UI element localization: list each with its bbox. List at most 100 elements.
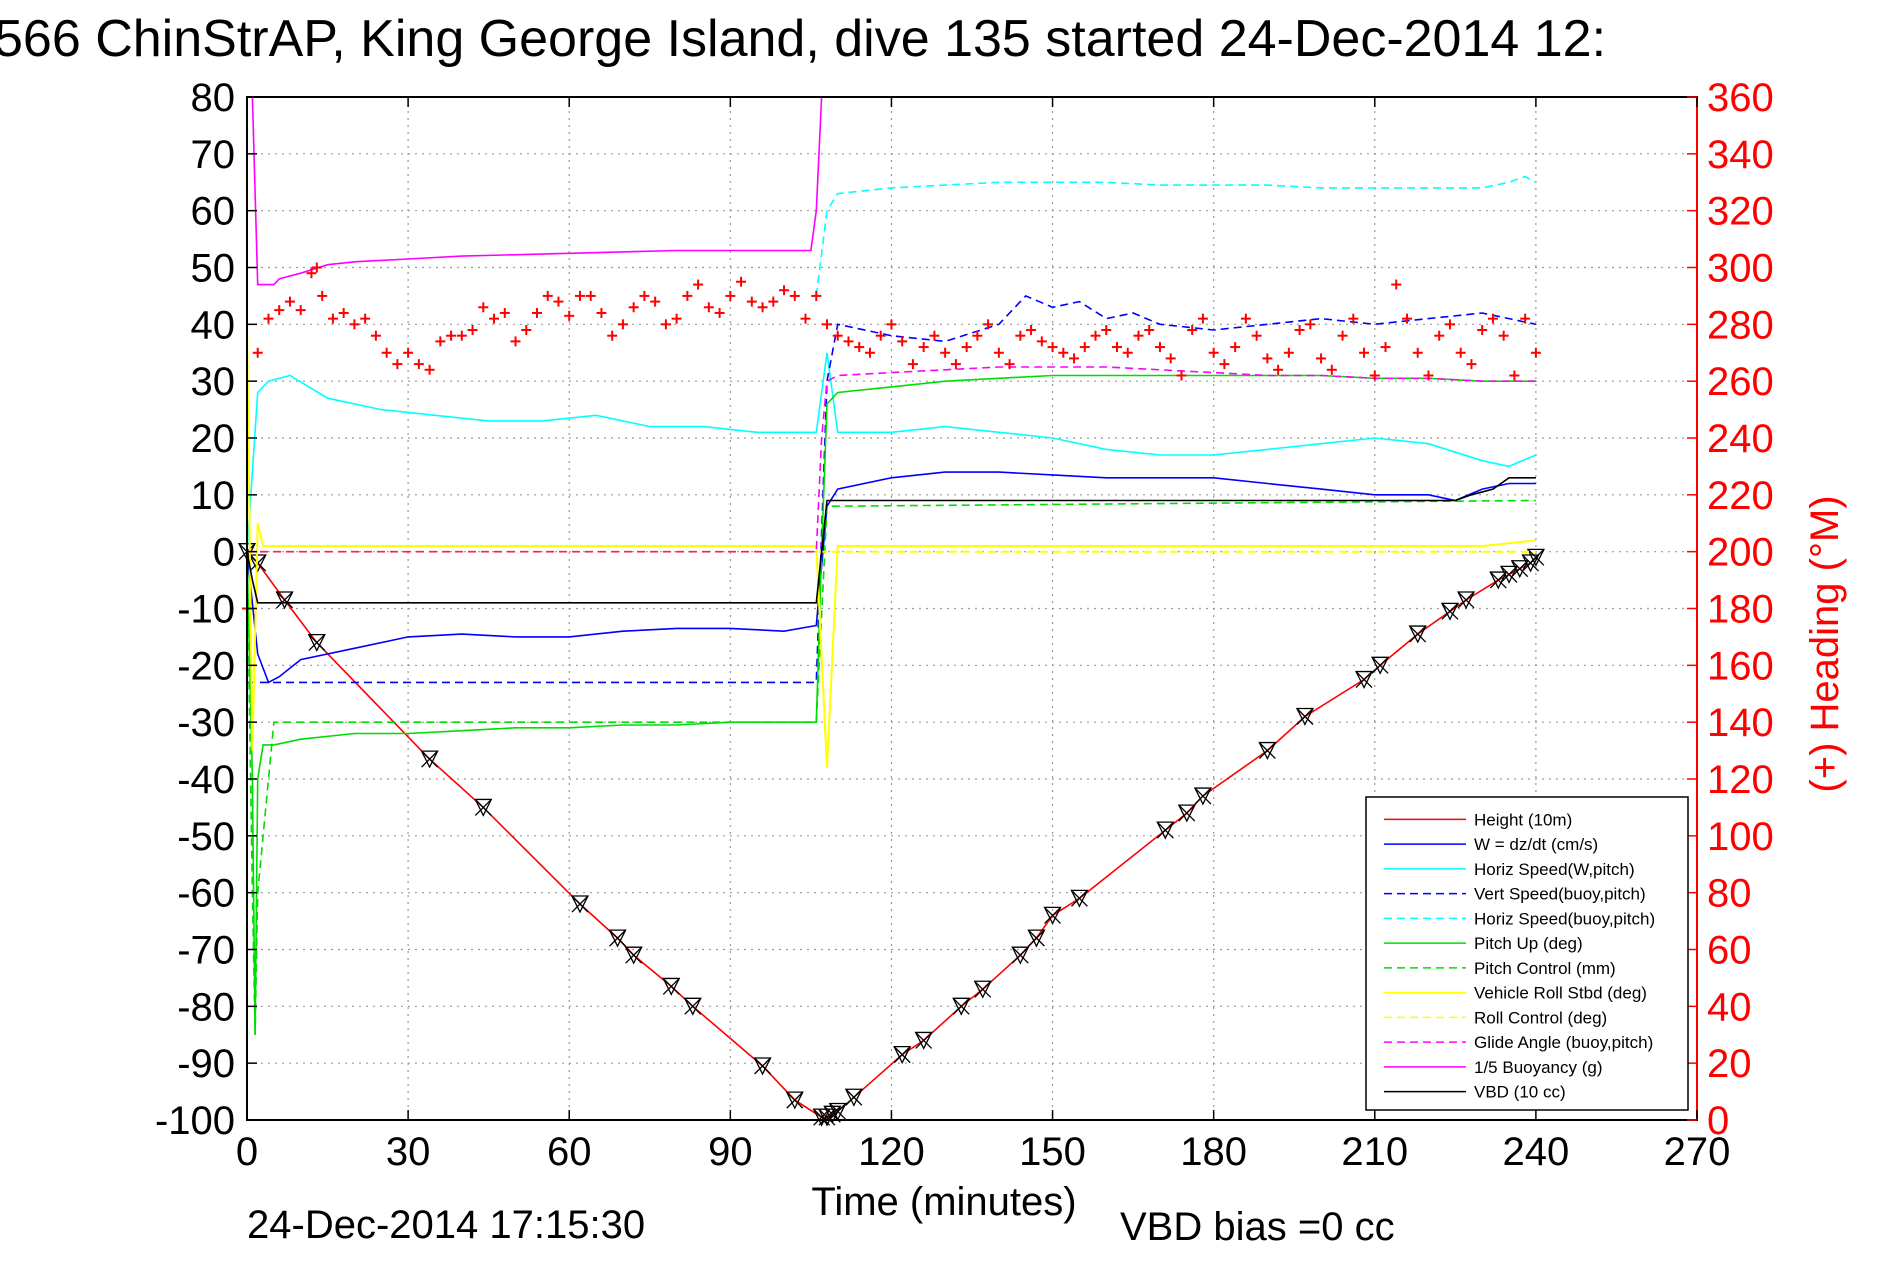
heading-marker: [1058, 347, 1069, 358]
marker-triangle: [1177, 804, 1196, 823]
marker-triangle: [624, 946, 643, 965]
series-layer: [237, 96, 1545, 1127]
height-marker: [1156, 821, 1175, 840]
marker-cross-b: [1156, 821, 1174, 839]
x-tick-label: 240: [1503, 1130, 1570, 1174]
heading-marker: [822, 319, 832, 330]
heading-marker: [617, 319, 628, 330]
heading-marker: [574, 290, 585, 301]
y-tick-label: 20: [191, 417, 236, 461]
marker-triangle: [753, 1057, 772, 1076]
height-marker: [662, 977, 681, 996]
y-tick-label: 40: [191, 303, 236, 347]
heading-marker: [854, 342, 865, 353]
marker-triangle: [1193, 787, 1212, 806]
heading-marker: [1434, 330, 1445, 341]
series-pitch-up-deg: [246, 374, 1536, 1035]
series-glide-angle-buoy-pitch: [247, 366, 1536, 553]
heading-marker: [1391, 279, 1402, 290]
marker-cross-b: [1500, 565, 1518, 583]
heading-marker: [1176, 370, 1187, 381]
y-tick-label: -50: [177, 815, 235, 859]
marker-triangle: [1489, 571, 1508, 590]
heading-marker: [1036, 336, 1047, 347]
marker-cross-b: [662, 977, 680, 995]
heading-marker: [1316, 353, 1327, 364]
y-tick-label: -100: [155, 1099, 235, 1143]
heading-marker: [811, 290, 822, 301]
height-marker: [753, 1057, 772, 1076]
height-marker: [1043, 906, 1062, 925]
heading-marker: [1530, 347, 1541, 358]
marker-cross-b: [845, 1088, 863, 1106]
y-tick-label: 70: [191, 133, 236, 177]
marker-cross-b: [308, 634, 326, 652]
y-tick-label: 60: [191, 190, 236, 234]
marker-cross-b: [421, 750, 439, 768]
marker-triangle: [828, 1102, 847, 1121]
marker-cross-b: [684, 997, 702, 1015]
y2-tick-label: 260: [1707, 360, 1774, 404]
heading-marker: [1326, 364, 1337, 375]
x-tick-label: 270: [1664, 1130, 1731, 1174]
heading-marker: [886, 319, 897, 330]
grid: [247, 97, 1697, 1120]
marker-triangle: [1011, 946, 1030, 965]
heading-marker: [1133, 330, 1144, 341]
heading-marker: [832, 330, 843, 341]
heading-marker: [521, 325, 532, 336]
heading-marker: [1230, 342, 1241, 353]
marker-cross-b: [1457, 591, 1475, 609]
heading-marker: [1079, 342, 1090, 353]
marker-triangle: [1027, 929, 1046, 948]
heading-marker: [1101, 325, 1112, 336]
heading-marker: [1498, 330, 1509, 341]
heading-marker: [1069, 353, 1080, 364]
heading-marker: [907, 359, 918, 370]
heading-marker: [467, 325, 478, 336]
heading-marker: [864, 347, 875, 358]
marker-cross-b: [609, 929, 627, 947]
heading-marker: [660, 319, 671, 330]
y2-tick-label: 360: [1707, 76, 1774, 120]
height-marker: [275, 591, 294, 610]
x-tick-label: 60: [547, 1130, 592, 1174]
heading-marker: [789, 290, 800, 301]
marker-triangle: [1371, 656, 1390, 675]
marker-cross-b: [1527, 548, 1545, 566]
y2-tick-label: 240: [1707, 417, 1774, 461]
heading-marker: [650, 296, 661, 307]
heading-marker: [564, 310, 575, 321]
heading-marker: [370, 330, 381, 341]
marker-cross-b: [1489, 571, 1507, 589]
y2-tick-label: 120: [1707, 758, 1774, 802]
heading-marker: [843, 336, 854, 347]
marker-cross-b: [829, 1103, 847, 1120]
marker-triangle: [474, 798, 493, 817]
marker-triangle: [914, 1031, 933, 1050]
series-vert-speed-buoy-pitch: [247, 294, 1537, 684]
y2-tick-label: 20: [1707, 1042, 1752, 1086]
marker-triangle: [1499, 565, 1519, 584]
x-tick-label: 180: [1180, 1130, 1247, 1174]
heading-marker: [736, 276, 747, 287]
heading-marker: [1477, 325, 1488, 336]
heading-marker: [360, 313, 371, 324]
height-marker: [914, 1031, 933, 1050]
height-marker: [420, 750, 439, 769]
heading-marker: [757, 302, 768, 313]
marker-cross-b: [952, 997, 970, 1015]
marker-cross-b: [915, 1031, 933, 1049]
y2-tick-label: 200: [1707, 531, 1774, 575]
heading-marker: [1165, 353, 1176, 364]
height-marker: [1177, 804, 1196, 823]
marker-cross-b: [893, 1046, 911, 1064]
heading-marker: [714, 307, 725, 318]
marker-triangle: [1354, 670, 1374, 689]
heading-marker: [929, 330, 940, 341]
marker-triangle: [1510, 560, 1529, 579]
heading-marker: [703, 302, 714, 313]
heading-marker: [478, 302, 489, 313]
heading-marker: [1112, 342, 1122, 353]
